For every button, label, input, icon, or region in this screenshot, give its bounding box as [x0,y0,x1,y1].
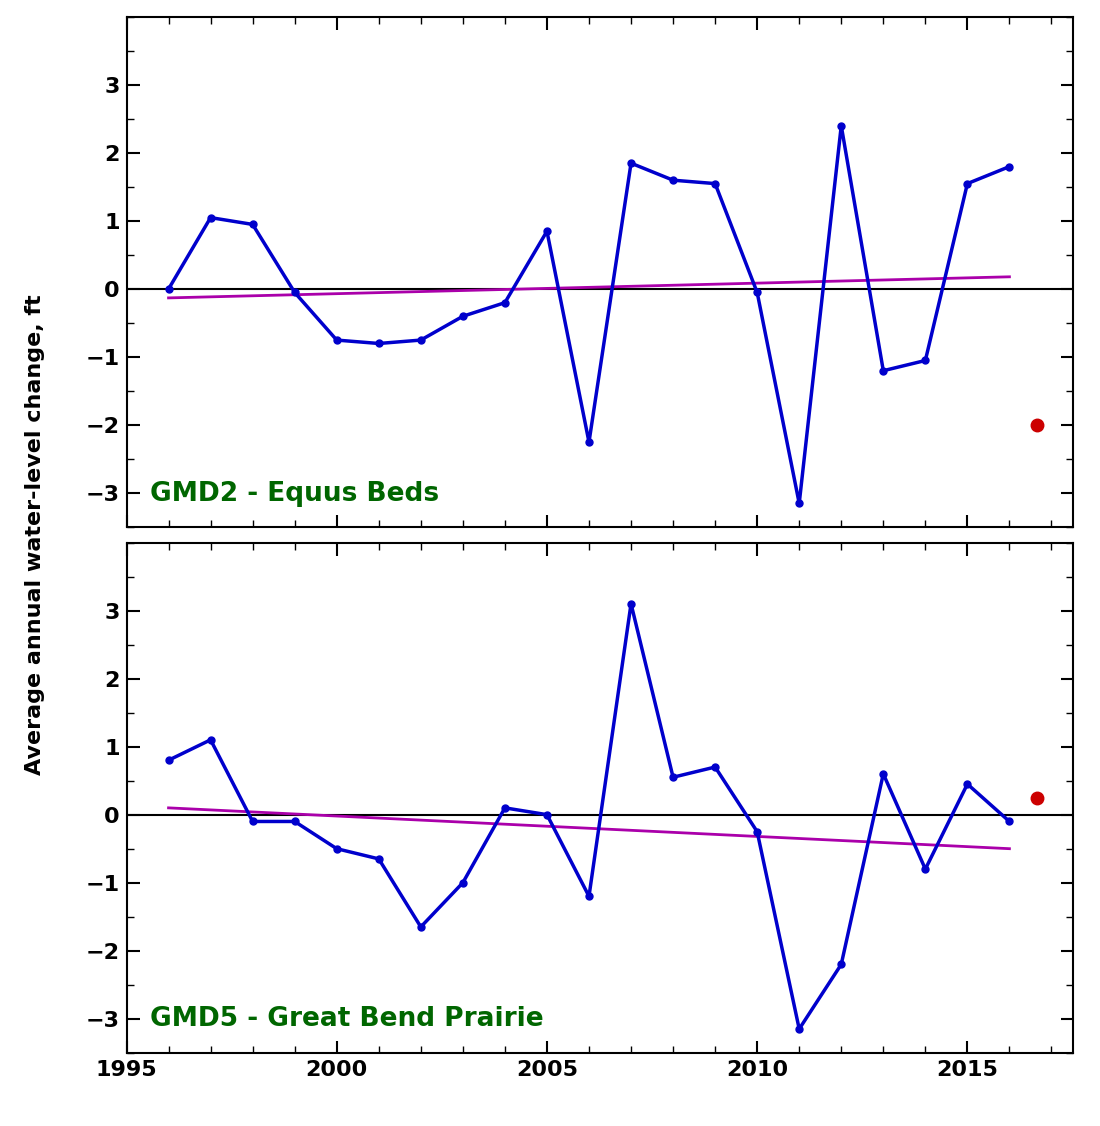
Text: Average annual water-level change, ft: Average annual water-level change, ft [25,295,45,775]
Text: GMD2 - Equus Beds: GMD2 - Equus Beds [150,481,439,507]
Text: GMD5 - Great Bend Prairie: GMD5 - Great Bend Prairie [150,1007,543,1033]
